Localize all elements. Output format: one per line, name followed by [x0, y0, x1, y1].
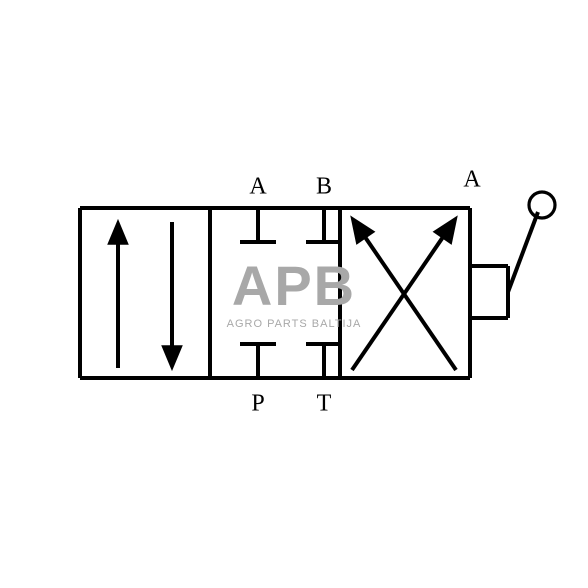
port-label-t: T	[317, 391, 332, 418]
port-label-b: B	[316, 174, 332, 201]
port-label-a2: A	[463, 167, 480, 194]
port-label-a: A	[249, 174, 266, 201]
diagram-canvas: A B P T A APB AGRO PARTS BALTIJA	[0, 0, 588, 588]
valve-schematic-svg	[0, 0, 588, 588]
port-label-p: P	[251, 391, 264, 418]
